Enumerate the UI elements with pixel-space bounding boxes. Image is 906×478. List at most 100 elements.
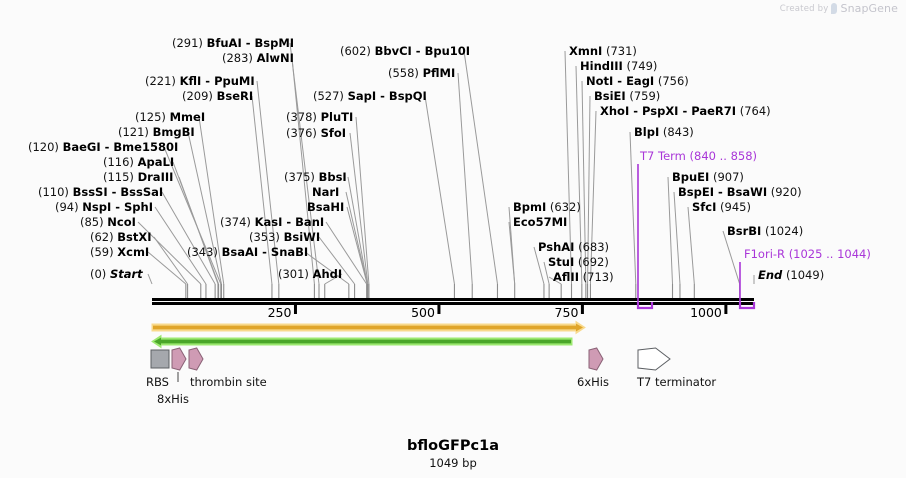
legend-glyph-thrombin[interactable]	[188, 347, 204, 371]
enzyme-label-eco57mi[interactable]: Eco57MI	[513, 216, 567, 228]
enzyme-label-apali[interactable]: (116) ApaLI	[103, 156, 174, 168]
enzyme-position: (291)	[172, 36, 203, 50]
enzyme-label-baegi[interactable]: (120) BaeGI - Bme1580I	[28, 141, 178, 153]
label-leader-line	[564, 50, 573, 285]
legend-label-rbs: RBS	[146, 375, 169, 389]
enzyme-position: (120)	[28, 140, 59, 154]
enzyme-position: (59)	[90, 245, 114, 259]
legend-label-8xhis: 8xHis	[157, 392, 189, 406]
enzyme-label-xhoi[interactable]: XhoI - PspXI - PaeR7I (764)	[600, 105, 771, 117]
enzyme-label-blpi[interactable]: BlpI (843)	[634, 126, 694, 138]
enzyme-position: (764)	[739, 104, 771, 118]
enzyme-name: BsiWI	[283, 230, 321, 244]
legend-glyph-t7terminator[interactable]	[637, 347, 671, 371]
enzyme-label-pshai[interactable]: PshAI (683)	[538, 241, 609, 253]
enzyme-name: AflII	[553, 270, 579, 284]
enzyme-label-aflii[interactable]: AflII (713)	[553, 271, 614, 283]
enzyme-name: BaeGI - Bme1580I	[62, 140, 179, 154]
enzyme-label-nspi[interactable]: (94) NspI - SphI	[55, 201, 153, 213]
enzyme-position: (945)	[720, 200, 751, 214]
enzyme-label-sfci[interactable]: SfcI (945)	[692, 201, 751, 213]
label-leader-line	[457, 72, 473, 285]
enzyme-label-bseri[interactable]: (209) BseRI	[182, 90, 253, 102]
enzyme-name: DraIII	[137, 170, 174, 184]
feature-bracket	[738, 302, 756, 310]
enzyme-label-bpmi[interactable]: BpmI (632)	[513, 201, 581, 213]
watermark-prefix: Created by	[779, 3, 829, 14]
plasmid-length: 1049 bp	[429, 456, 477, 470]
enzyme-name: BsrBI	[727, 224, 762, 238]
enzyme-label-start[interactable]: (0) Start	[90, 268, 143, 280]
enzyme-label-mmei[interactable]: (125) MmeI	[135, 111, 205, 123]
enzyme-position: (602)	[340, 44, 371, 58]
enzyme-label-ahdi[interactable]: (301) AhdI	[278, 268, 342, 280]
enzyme-name: NspI - SphI	[82, 200, 154, 214]
label-leader-line	[673, 191, 681, 285]
enzyme-label-pflmi[interactable]: (558) PflMI	[388, 67, 455, 79]
enzyme-name: Start	[109, 267, 143, 281]
enzyme-label-bspei[interactable]: BspEI - BsaWI (920)	[678, 186, 802, 198]
enzyme-label-bsaai[interactable]: (343) BsaAI - SnaBI	[187, 246, 308, 258]
enzyme-label-ncoi[interactable]: (85) NcoI	[80, 216, 136, 228]
enzyme-name: NcoI	[107, 215, 136, 229]
enzyme-label-bsiei[interactable]: BsiEI (759)	[594, 90, 660, 102]
legend-glyph-8xhis[interactable]	[171, 347, 187, 371]
label-leader-line	[355, 116, 370, 285]
legend-glyph-6xhis[interactable]	[588, 347, 604, 371]
enzyme-label-bbsi[interactable]: (375) BbsI	[284, 171, 347, 183]
enzyme-label-hindiii[interactable]: HindIII (749)	[580, 60, 657, 72]
legend-glyph-rbs[interactable]	[150, 349, 170, 369]
enzyme-position: (749)	[626, 59, 658, 73]
enzyme-position: (731)	[605, 44, 637, 58]
enzyme-label-bfuai[interactable]: (291) BfuAI - BspMI	[172, 37, 294, 49]
label-leader-line	[318, 236, 355, 285]
enzyme-label-sfoi[interactable]: (376) SfoI	[286, 127, 346, 139]
enzyme-position: (62)	[90, 230, 114, 244]
enzyme-label-pluti[interactable]: (378) PluTI	[286, 111, 353, 123]
enzyme-name: BlpI	[634, 125, 660, 139]
enzyme-name: BsaHI	[307, 200, 345, 214]
enzyme-label-bstxi[interactable]: (62) BstXI	[90, 231, 152, 243]
enzyme-name: AhdI	[312, 267, 343, 281]
label-leader-line	[291, 57, 315, 285]
enzyme-position: (683)	[578, 240, 610, 254]
enzyme-label-sapi[interactable]: (527) SapI - BspQI	[313, 90, 427, 102]
label-leader-line	[463, 50, 498, 285]
enzyme-name: BseRI	[216, 89, 254, 103]
enzyme-label-nari[interactable]: NarI	[312, 186, 339, 198]
enzyme-name: BpuEI	[672, 170, 710, 184]
page-title: bfloGFPc1a	[407, 438, 499, 454]
label-leader-line	[722, 230, 741, 285]
label-leader-line	[508, 221, 516, 285]
enzyme-label-stui[interactable]: StuI (692)	[548, 256, 609, 268]
feature-range: (840 .. 858)	[689, 149, 758, 163]
enzyme-label-noti[interactable]: NotI - EagI (756)	[586, 75, 689, 87]
enzyme-label-bpuei[interactable]: BpuEI (907)	[672, 171, 744, 183]
enzyme-label-kfli[interactable]: (221) KflI - PpuMI	[145, 75, 255, 87]
enzyme-label-xmni[interactable]: XmnI (731)	[569, 45, 637, 57]
legend-label-t7terminator: T7 terminator	[637, 375, 717, 389]
label-leader-line	[533, 246, 545, 285]
enzyme-position: (125)	[135, 110, 166, 124]
label-leader-line	[587, 95, 591, 285]
enzyme-label-bbvci[interactable]: (602) BbvCI - Bpu10I	[340, 45, 470, 57]
feature-label-f1ori-r[interactable]: F1ori-R (1025 .. 1044)	[744, 248, 871, 260]
ruler-tick-label: 500	[411, 305, 435, 320]
enzyme-name: XmnI	[569, 44, 603, 58]
enzyme-label-bsahi[interactable]: BsaHI	[307, 201, 344, 213]
enzyme-label-bsssi[interactable]: (110) BssSI - BssSaI	[38, 186, 163, 198]
enzyme-position: (110)	[38, 185, 69, 199]
label-leader-line	[324, 273, 343, 285]
enzyme-label-bsiwi[interactable]: (353) BsiWI	[249, 231, 320, 243]
enzyme-label-draiii[interactable]: (115) DraIII	[103, 171, 173, 183]
enzyme-position: (85)	[80, 215, 104, 229]
feature-label-t7term[interactable]: T7 Term (840 .. 858)	[640, 150, 757, 162]
enzyme-label-xcmi[interactable]: (59) XcmI	[90, 246, 149, 258]
enzyme-label-end[interactable]: End (1049)	[758, 269, 824, 281]
enzyme-label-bmgbi[interactable]: (121) BmgBI	[118, 126, 195, 138]
enzyme-label-kasi[interactable]: (374) KasI - BanI	[220, 216, 324, 228]
legend-label-6xhis: 6xHis	[577, 375, 609, 389]
enzyme-label-alwni[interactable]: (283) AlwNI	[222, 52, 294, 64]
enzyme-label-bsrbi[interactable]: BsrBI (1024)	[727, 225, 803, 237]
enzyme-position: (343)	[187, 245, 218, 259]
